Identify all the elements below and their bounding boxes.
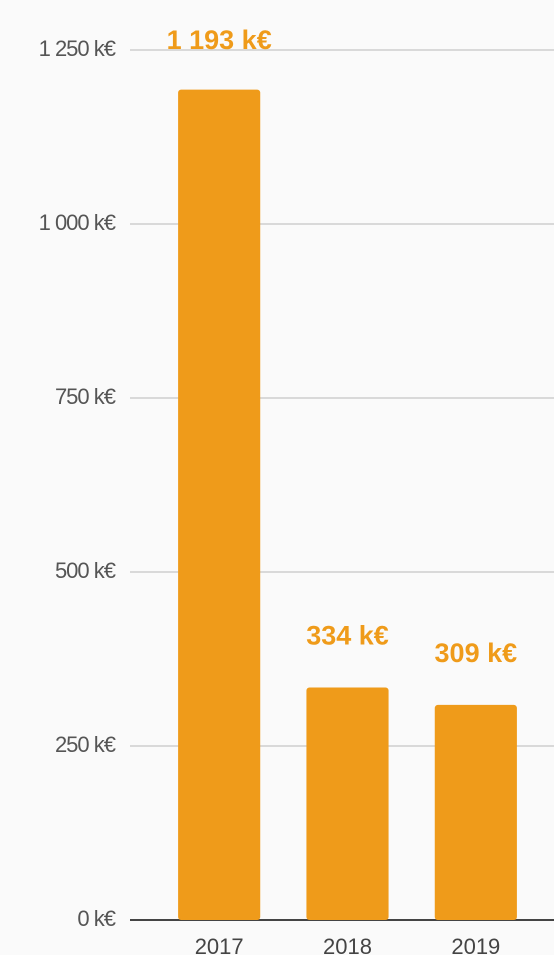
y-tick-label: 1 250 k€ <box>39 36 116 61</box>
y-tick-label: 0 k€ <box>77 906 115 931</box>
y-tick-label: 750 k€ <box>55 384 116 409</box>
bar <box>434 704 517 920</box>
value-label: 309 k€ <box>435 638 518 668</box>
y-tick-label: 500 k€ <box>55 558 116 583</box>
y-tick-label: 250 k€ <box>55 732 116 757</box>
x-tick-label: 2019 <box>451 934 500 955</box>
bar <box>306 687 389 920</box>
value-label: 1 193 k€ <box>167 25 272 55</box>
x-tick-label: 2017 <box>195 934 244 955</box>
y-tick-label: 1 000 k€ <box>39 210 116 235</box>
x-tick-label: 2018 <box>323 934 372 955</box>
value-label: 334 k€ <box>306 621 389 651</box>
bar <box>178 89 261 920</box>
